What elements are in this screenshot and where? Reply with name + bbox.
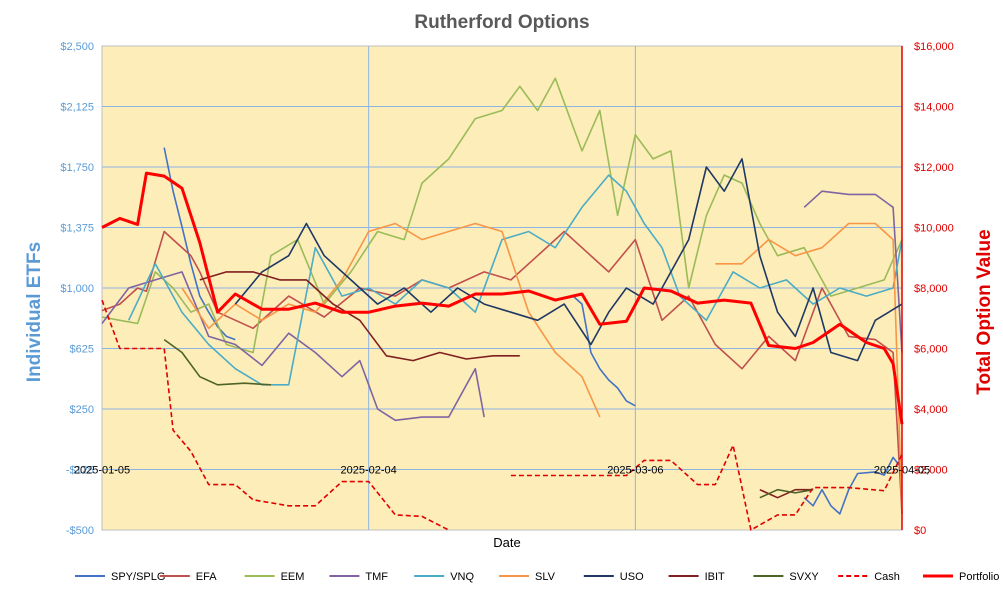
series-line-spy-splg <box>803 456 903 515</box>
series-line-ibit <box>199 271 520 362</box>
x-tick-label: 2025-03-06 <box>607 465 663 477</box>
right-tick-label: $6,000 <box>914 344 948 356</box>
right-tick-label: $10,000 <box>914 223 954 235</box>
left-tick-label: $2,500 <box>60 41 94 53</box>
chart-title: Rutherford Options <box>414 12 589 33</box>
left-axis-label: Individual ETFs <box>24 242 45 382</box>
left-tick-label: $1,750 <box>60 162 94 174</box>
left-tick-label: $2,125 <box>60 102 94 114</box>
series-line-cash <box>101 299 450 531</box>
series-line-svxy <box>759 488 814 499</box>
legend-label: SVXY <box>789 571 819 583</box>
left-tick-label: -$500 <box>66 525 94 537</box>
series-line-tmf <box>803 190 903 353</box>
legend-label: EFA <box>196 571 217 583</box>
series-line-slv <box>715 222 903 514</box>
legend-label: Cash <box>874 571 900 583</box>
legend-label: USO <box>620 571 644 583</box>
legend-label: TMF <box>365 571 388 583</box>
left-tick-label: $1,375 <box>60 223 94 235</box>
legend-label: VNQ <box>450 571 474 583</box>
series-line-tmf <box>101 271 485 422</box>
left-tick-label: $250 <box>70 404 94 416</box>
left-tick-label: $1,000 <box>60 283 94 295</box>
x-tick-label: 2025-01-05 <box>74 465 130 477</box>
series-line-svxy <box>163 338 271 386</box>
right-tick-label: $2,000 <box>914 465 948 477</box>
series-line-portfolio <box>101 171 904 425</box>
series-line-uso <box>234 158 903 362</box>
right-tick-label: $4,000 <box>914 404 948 416</box>
right-tick-label: $14,000 <box>914 102 954 114</box>
right-axis-label: Total Option Value <box>974 229 995 394</box>
series-line-slv <box>181 222 601 418</box>
left-tick-label: $625 <box>70 344 94 356</box>
legend-label: EEM <box>281 571 305 583</box>
gridlines <box>102 46 902 530</box>
right-tick-label: $8,000 <box>914 283 948 295</box>
right-tick-label: $16,000 <box>914 41 954 53</box>
right-tick-label: $12,000 <box>914 162 954 174</box>
axes: $2,500 $16,000 $2,125 $14,000 $1,750 $12,000 $… <box>60 41 953 537</box>
series-group <box>101 77 904 531</box>
right-tick-label: $0 <box>914 525 926 537</box>
legend-label: SLV <box>535 571 556 583</box>
left-tick-label: -$125 <box>66 465 94 477</box>
legend-label: Portfolio <box>959 571 999 583</box>
legend-label: IBIT <box>705 571 725 583</box>
series-line-cash <box>510 444 903 531</box>
series-line-spy-splg <box>572 295 636 407</box>
x-tick-label: 2025-02-04 <box>341 465 397 477</box>
x-axis-label: Date <box>493 535 520 550</box>
legend-label: SPY/SPLG <box>111 571 165 583</box>
series-line-eem <box>101 77 903 354</box>
legend: SPY/SPLG EFA EEM TMF VNQ SLV USO IBIT SVXY Cash Po… <box>75 571 999 583</box>
series-line-spy-splg <box>163 147 236 341</box>
